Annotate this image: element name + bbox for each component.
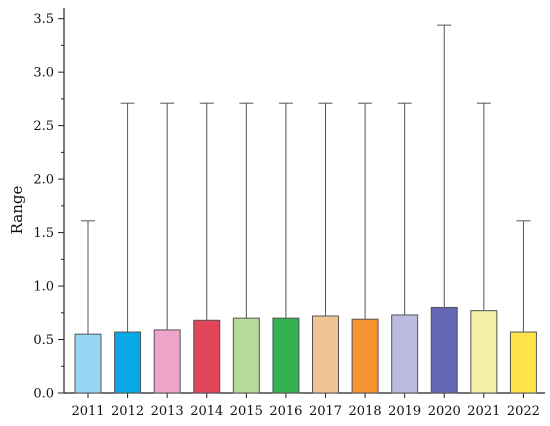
x-tick-label: 2016 (269, 404, 302, 419)
x-tick-label: 2019 (388, 404, 421, 419)
x-tick-label: 2020 (428, 404, 461, 419)
y-tick-label: 3.5 (33, 12, 54, 27)
x-tick-label: 2012 (111, 404, 144, 419)
y-axis-label: Range (8, 186, 26, 235)
chart-axes (58, 8, 545, 398)
y-tick-label: 0.5 (33, 333, 54, 348)
y-tick-label: 1.0 (33, 280, 54, 295)
bar (430, 306, 458, 394)
bar (470, 310, 498, 394)
x-tick-label: 2022 (507, 404, 540, 419)
chart-bars (74, 24, 537, 394)
y-tick-label: 2.5 (33, 119, 54, 134)
bar (193, 319, 221, 394)
bar (153, 329, 181, 394)
bar (74, 333, 102, 394)
x-tick-label: 2017 (309, 404, 342, 419)
y-tick-label: 3.0 (33, 66, 54, 81)
x-tick-labels: 2011 2012 2013 2014 2015 2016 2017 2018 2019 2020… (71, 404, 540, 419)
bar (232, 317, 260, 394)
y-tick-label: 2.0 (33, 173, 54, 188)
bar (509, 331, 537, 394)
x-tick-label: 2021 (467, 404, 500, 419)
bar (114, 331, 142, 394)
x-tick-label: 2018 (349, 404, 382, 419)
bar (312, 315, 339, 394)
x-tick-label: 2014 (190, 404, 223, 419)
bar (272, 317, 300, 394)
bar (351, 318, 379, 394)
y-tick-label: 0.0 (33, 387, 54, 402)
x-tick-label: 2011 (71, 404, 104, 419)
y-tick-labels: 0.0 0.5 1.0 1.5 2.0 2.5 3.0 3.5 (33, 12, 54, 401)
y-tick-label: 1.5 (33, 226, 54, 241)
bar (391, 314, 419, 394)
x-tick-label: 2013 (151, 404, 184, 419)
x-tick-label: 2015 (230, 404, 263, 419)
